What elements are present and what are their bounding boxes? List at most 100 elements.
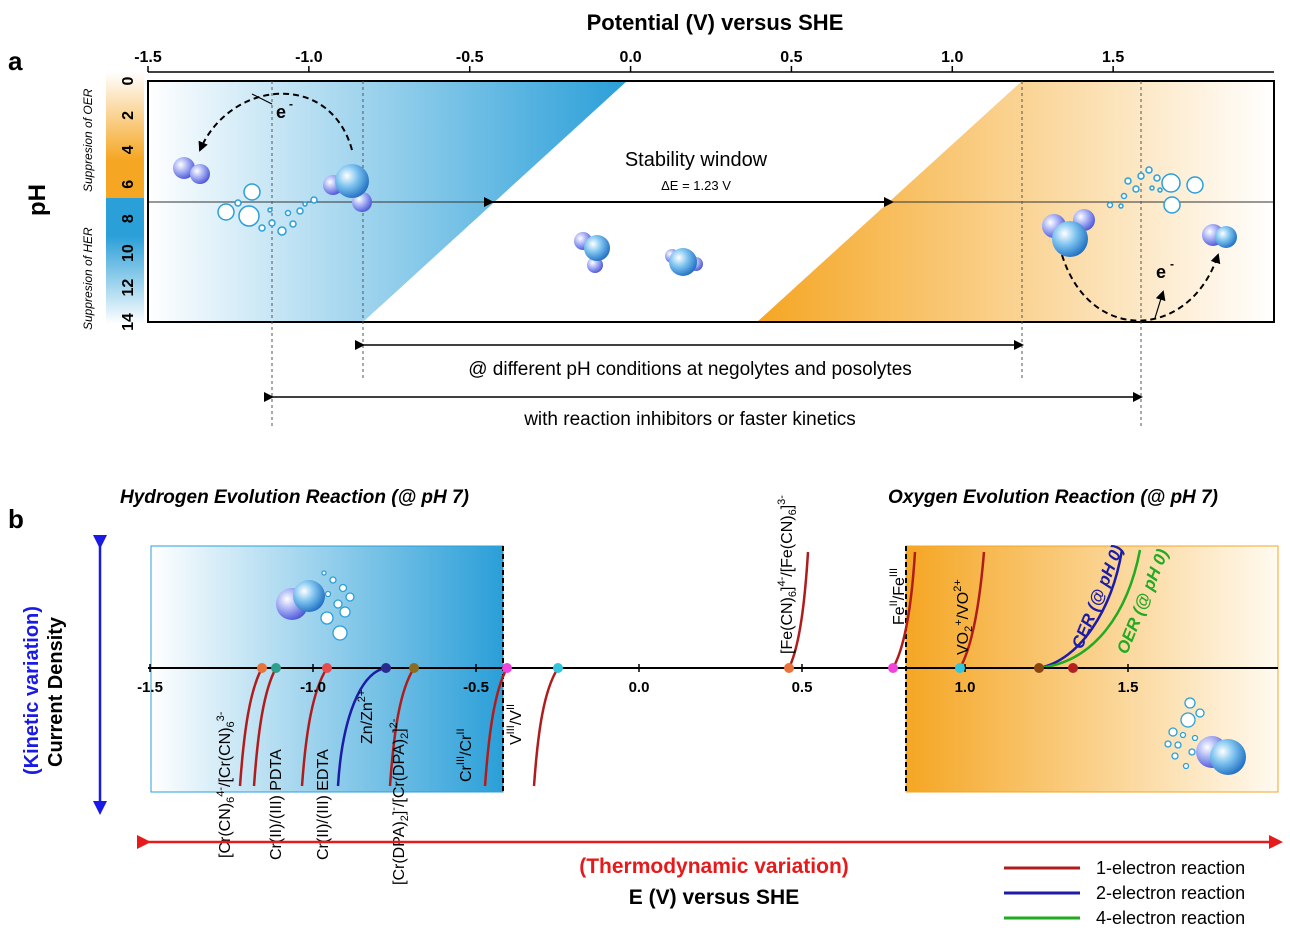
redox-marker bbox=[381, 663, 391, 673]
her-title: Hydrogen Evolution Reaction (@ pH 7) bbox=[120, 487, 469, 508]
legend-label: 1-electron reaction bbox=[1096, 858, 1245, 878]
panel-a-x-axis-title: Potential (V) versus SHE bbox=[587, 10, 844, 35]
redox-marker bbox=[409, 663, 419, 673]
ph-tick-label: 8 bbox=[120, 214, 137, 223]
electron-sup-left: - bbox=[289, 97, 293, 111]
panel-a-x-ticks: -1.5 -1.0 -0.5 0.0 0.5 1.0 1.5 bbox=[134, 49, 1274, 73]
couple-label-vv: VIII/VII bbox=[505, 704, 525, 745]
water-molecule-center-1 bbox=[574, 232, 610, 273]
h2-bubbles-her bbox=[276, 570, 355, 641]
redox-marker bbox=[502, 663, 512, 673]
ph-tick-label: 6 bbox=[120, 180, 137, 189]
reaction-curve bbox=[388, 667, 416, 787]
redox-marker bbox=[271, 663, 281, 673]
couple-label-crcn: [Cr(CN)64-/[Cr(CN)63- bbox=[215, 711, 237, 858]
redox-marker bbox=[322, 663, 332, 673]
electron-pointer-left bbox=[251, 93, 273, 105]
x-tick-label-b: 0.5 bbox=[792, 679, 813, 696]
x-tick-label-b: 1.5 bbox=[1118, 679, 1139, 696]
panel-a-label: a bbox=[8, 46, 23, 76]
reaction-curve bbox=[238, 667, 264, 787]
ph-tick-label: 12 bbox=[120, 279, 137, 297]
o2-molecule-right bbox=[1202, 224, 1237, 248]
water-molecule-right bbox=[1042, 209, 1095, 257]
reaction-curve bbox=[1038, 549, 1124, 670]
reaction-curve bbox=[252, 667, 278, 787]
x-tick-label-a: 0.5 bbox=[780, 49, 802, 66]
reaction-curve bbox=[1038, 549, 1142, 670]
panel-a-frame bbox=[147, 80, 1275, 323]
ph-side-bar bbox=[106, 72, 144, 324]
reaction-curve bbox=[336, 666, 387, 787]
ph-ticks: 0 2 4 6 8 10 12 14 bbox=[120, 76, 137, 330]
redox-marker bbox=[955, 663, 965, 673]
electron-label-right: e bbox=[1156, 262, 1166, 282]
suppression-her-label: Suppresion of HER bbox=[81, 227, 95, 330]
electron-arc-right bbox=[1061, 253, 1221, 322]
couple-label-edta: Cr(II)/(III) EDTA bbox=[315, 749, 332, 860]
couple-label-crcr: CrIII/CrII bbox=[455, 728, 475, 782]
reaction-curve bbox=[483, 667, 509, 787]
reaction-curve bbox=[532, 667, 560, 787]
redox-marker bbox=[1034, 663, 1044, 673]
ph-tick-label: 0 bbox=[120, 76, 137, 85]
electron-label-left: e bbox=[276, 102, 286, 122]
ph-tick-label: 14 bbox=[120, 313, 137, 331]
couple-label-zn: Zn/Zn2+ bbox=[356, 690, 376, 744]
h2-molecule-left bbox=[173, 157, 210, 184]
thermo-title: (Thermodynamic variation) bbox=[579, 855, 849, 878]
reaction-curve bbox=[787, 551, 810, 669]
x-tick-label-a: -0.5 bbox=[456, 49, 484, 66]
water-molecule-center-2 bbox=[665, 248, 703, 276]
x-tick-label-b: 0.0 bbox=[629, 679, 650, 696]
legend-label: 2-electron reaction bbox=[1096, 883, 1245, 903]
x-tick-label-b: -1.0 bbox=[300, 679, 326, 696]
ph-axis-title: pH bbox=[24, 184, 51, 216]
redox-marker bbox=[888, 663, 898, 673]
oer-title: Oxygen Evolution Reaction (@ pH 7) bbox=[888, 487, 1218, 508]
redox-marker bbox=[553, 663, 563, 673]
x-tick-label-b: -0.5 bbox=[463, 679, 489, 696]
reaction-curve bbox=[300, 667, 329, 787]
x-tick-label-a: 1.5 bbox=[1102, 49, 1124, 66]
legend-label: 4-electron reaction bbox=[1096, 908, 1245, 928]
reaction-curve bbox=[958, 551, 986, 669]
x-tick-label-a: 1.0 bbox=[941, 49, 963, 66]
redox-marker bbox=[1068, 663, 1078, 673]
electron-sup-right: - bbox=[1170, 257, 1174, 271]
panel-b-x-ticks: -1.5 -1.0 -0.5 0.0 0.5 1.0 1.5 bbox=[137, 664, 1138, 696]
couple-label-crdpa: [Cr(DPA)2]-/[Cr(DPA)2]2- bbox=[388, 718, 411, 885]
ph-tick-label: 2 bbox=[120, 111, 137, 120]
reaction-curve bbox=[891, 551, 917, 669]
couple-label-vo: VO2+/VO2+ bbox=[952, 579, 975, 655]
redox-marker bbox=[257, 663, 267, 673]
redox-marker bbox=[784, 663, 794, 673]
current-density-title: Current Density bbox=[45, 616, 67, 767]
x-tick-label-a: -1.5 bbox=[134, 49, 162, 66]
couple-label-pdta: Cr(II)/(III) PDTA bbox=[268, 749, 285, 860]
panel-b-markers bbox=[257, 663, 1078, 673]
potential-title: E (V) versus SHE bbox=[629, 886, 799, 909]
panel-b-curves bbox=[238, 549, 1142, 787]
suppression-oer-label: Suppresion of OER bbox=[81, 88, 95, 192]
x-tick-label-b: -1.5 bbox=[137, 679, 163, 696]
water-molecule-left bbox=[323, 164, 372, 212]
x-tick-label-b: 1.0 bbox=[955, 679, 976, 696]
x-tick-label-a: -1.0 bbox=[295, 49, 323, 66]
bubbles-right bbox=[1106, 166, 1204, 214]
x-tick-label-a: 0.0 bbox=[619, 49, 641, 66]
o2-bubbles-oer bbox=[1164, 697, 1246, 775]
range-label-2: with reaction inhibitors or faster kinet… bbox=[523, 409, 856, 430]
couple-label-fefe: FeII/FeIII bbox=[888, 568, 908, 625]
electron-arc-left bbox=[198, 92, 353, 152]
panel-b-label: b bbox=[8, 504, 24, 534]
kinetic-title: (Kinetic variation) bbox=[21, 606, 43, 775]
legend: 1-electron reaction 2-electron reaction 4-… bbox=[1004, 858, 1245, 928]
couple-label-fecn: [Fe(CN)6]4-/[Fe(CN)6]3- bbox=[776, 495, 799, 654]
stability-window-delta: ΔE = 1.23 V bbox=[661, 178, 731, 193]
stability-window-title: Stability window bbox=[625, 149, 768, 171]
ph-tick-label: 10 bbox=[120, 244, 137, 262]
ph-tick-label: 4 bbox=[120, 145, 137, 154]
range-label-1: @ different pH conditions at negolytes a… bbox=[468, 359, 912, 380]
